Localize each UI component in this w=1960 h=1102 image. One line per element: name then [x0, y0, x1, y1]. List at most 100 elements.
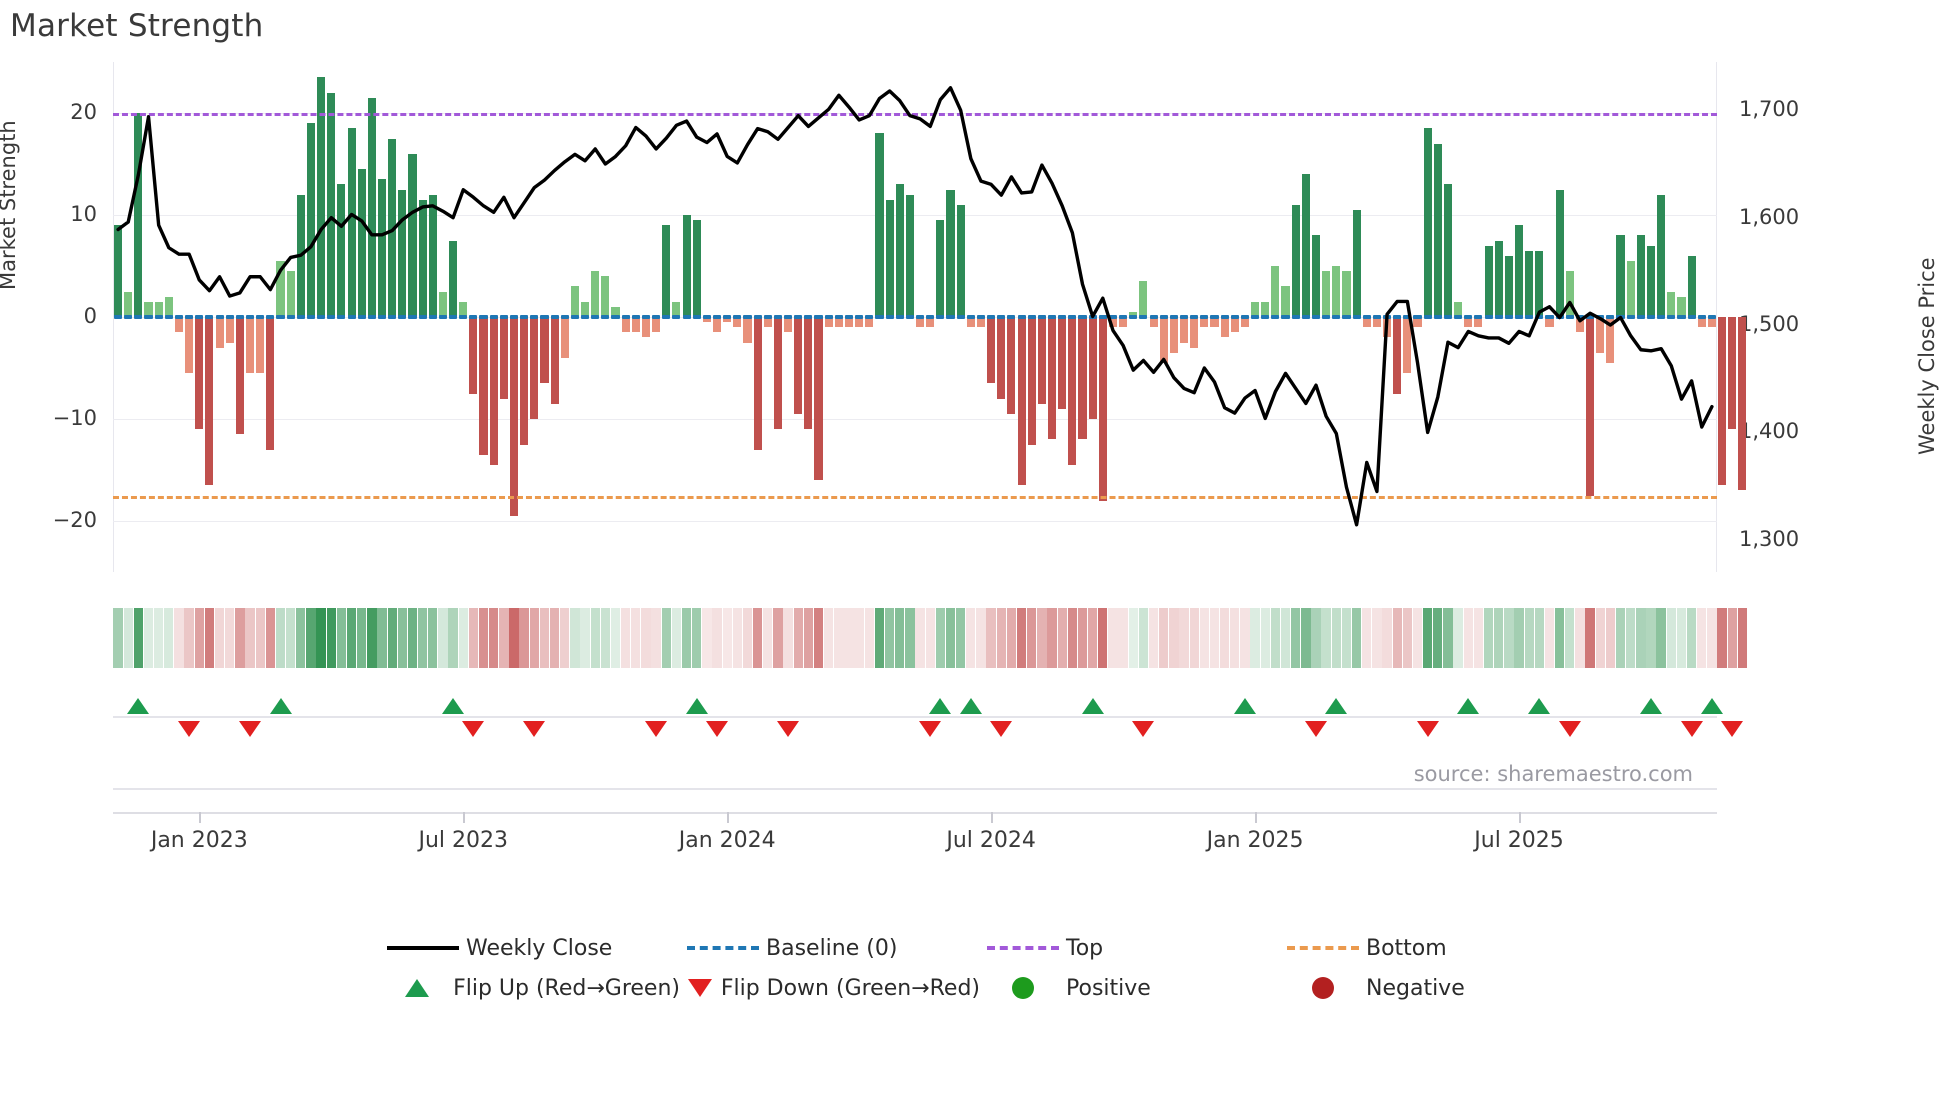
bar-negative: [256, 317, 265, 374]
heatmap-cell: [255, 608, 265, 668]
heatmap-cell: [1676, 608, 1687, 668]
baseline-segment: [1586, 315, 1595, 319]
bar-positive: [1504, 255, 1513, 317]
bar-negative: [753, 317, 762, 450]
legend-label: Negative: [1366, 975, 1465, 1001]
baseline-segment: [1210, 315, 1219, 319]
heatmap-cell: [925, 608, 935, 668]
bar-negative: [1149, 317, 1158, 328]
baseline-segment: [885, 315, 894, 319]
bar-positive: [1433, 143, 1442, 317]
baseline-segment: [824, 315, 833, 319]
baseline-segment: [1047, 315, 1057, 319]
heatmap-cell: [1006, 608, 1017, 668]
baseline-segment: [1697, 315, 1706, 319]
heatmap-cell: [956, 608, 966, 668]
flip-up-marker: [442, 698, 465, 714]
heatmap-cell: [1534, 608, 1544, 668]
bar-positive: [154, 301, 163, 317]
bar-positive: [337, 184, 346, 317]
bar-negative: [520, 317, 529, 445]
heatmap-cell: [1067, 608, 1077, 668]
heatmap-cell: [1707, 608, 1717, 668]
baseline-segment: [174, 315, 184, 319]
heatmap-cell: [1098, 608, 1108, 668]
bar-negative: [225, 317, 234, 343]
heatmap-cell: [245, 608, 255, 668]
baseline-segment: [1342, 315, 1351, 319]
bar-positive: [885, 199, 894, 317]
heatmap-cell: [1402, 608, 1413, 668]
bar-positive: [367, 97, 376, 317]
baseline-segment: [1291, 315, 1300, 319]
legend-item[interactable]: Positive: [980, 976, 1280, 1001]
bar-negative: [773, 317, 782, 430]
heatmap-cell: [306, 608, 316, 668]
legend-item[interactable]: Flip Down (Green→Red): [680, 976, 980, 1001]
bar-negative: [855, 317, 864, 328]
bar-positive: [1555, 189, 1564, 317]
baseline-segment: [520, 315, 529, 319]
baseline-segment: [347, 315, 356, 319]
heatmap-cell: [377, 608, 387, 668]
bar-positive: [875, 133, 884, 317]
bar-positive: [377, 179, 387, 317]
baseline-segment: [1322, 315, 1331, 319]
heatmap-cell: [1382, 608, 1392, 668]
legend-item[interactable]: Top: [980, 936, 1280, 961]
legend-item[interactable]: Bottom: [1280, 936, 1580, 961]
bar-negative: [1119, 317, 1128, 328]
legend-label: Bottom: [1366, 935, 1447, 961]
baseline-segment: [1403, 315, 1412, 319]
legend-item[interactable]: Baseline (0): [680, 936, 980, 961]
baseline-segment: [215, 315, 224, 319]
baseline-segment: [164, 315, 173, 319]
heatmap-cell: [1311, 608, 1321, 668]
baseline-segment: [672, 315, 681, 319]
bar-negative: [550, 317, 559, 404]
bar-positive: [692, 220, 701, 317]
heatmap-cell: [519, 608, 529, 668]
bar-negative: [804, 317, 813, 430]
baseline-segment: [1667, 315, 1676, 319]
heatmap-cell: [671, 608, 682, 668]
heatmap-cell: [1605, 608, 1616, 668]
bar-positive: [327, 92, 336, 317]
legend-item[interactable]: Negative: [1280, 976, 1580, 1001]
bar-positive: [1657, 194, 1666, 317]
heatmap-cell: [1077, 608, 1088, 668]
heatmap-cell: [641, 608, 651, 668]
weekly-close-line: [116, 86, 1714, 527]
flip-down-marker: [1680, 721, 1703, 737]
bar-negative: [1078, 317, 1087, 440]
legend-item[interactable]: Weekly Close: [380, 936, 680, 961]
bar-positive: [1565, 271, 1574, 317]
bar-negative: [266, 317, 275, 450]
flip-down-marker: [1305, 721, 1327, 737]
heatmap-cell: [1331, 608, 1341, 668]
baseline-segment: [1514, 315, 1524, 319]
baseline-segment: [631, 315, 640, 319]
baseline-segment: [286, 315, 295, 319]
baseline-segment: [844, 315, 854, 319]
bar-negative: [479, 317, 488, 455]
heatmap-cell: [1230, 608, 1240, 668]
heatmap-cell: [1453, 608, 1463, 668]
triangle-up-icon: [404, 979, 429, 997]
heatmap-cell: [803, 608, 814, 668]
legend-item[interactable]: Flip Up (Red→Green): [380, 976, 680, 1001]
baseline-segment: [1707, 315, 1716, 319]
baseline-segment: [682, 315, 691, 319]
heatmap-cell: [1321, 608, 1331, 668]
baseline-segment: [702, 315, 711, 319]
gridline: [113, 419, 1717, 420]
bottom-dash-icon: [1287, 946, 1359, 950]
bar-negative: [702, 317, 711, 323]
baseline-segment: [144, 315, 153, 319]
baseline-segment: [1423, 315, 1432, 319]
flip-up-marker: [1081, 698, 1104, 714]
baseline-segment: [317, 315, 326, 319]
heatmap-cell: [367, 608, 377, 668]
negative-dot-icon: [1312, 977, 1334, 999]
